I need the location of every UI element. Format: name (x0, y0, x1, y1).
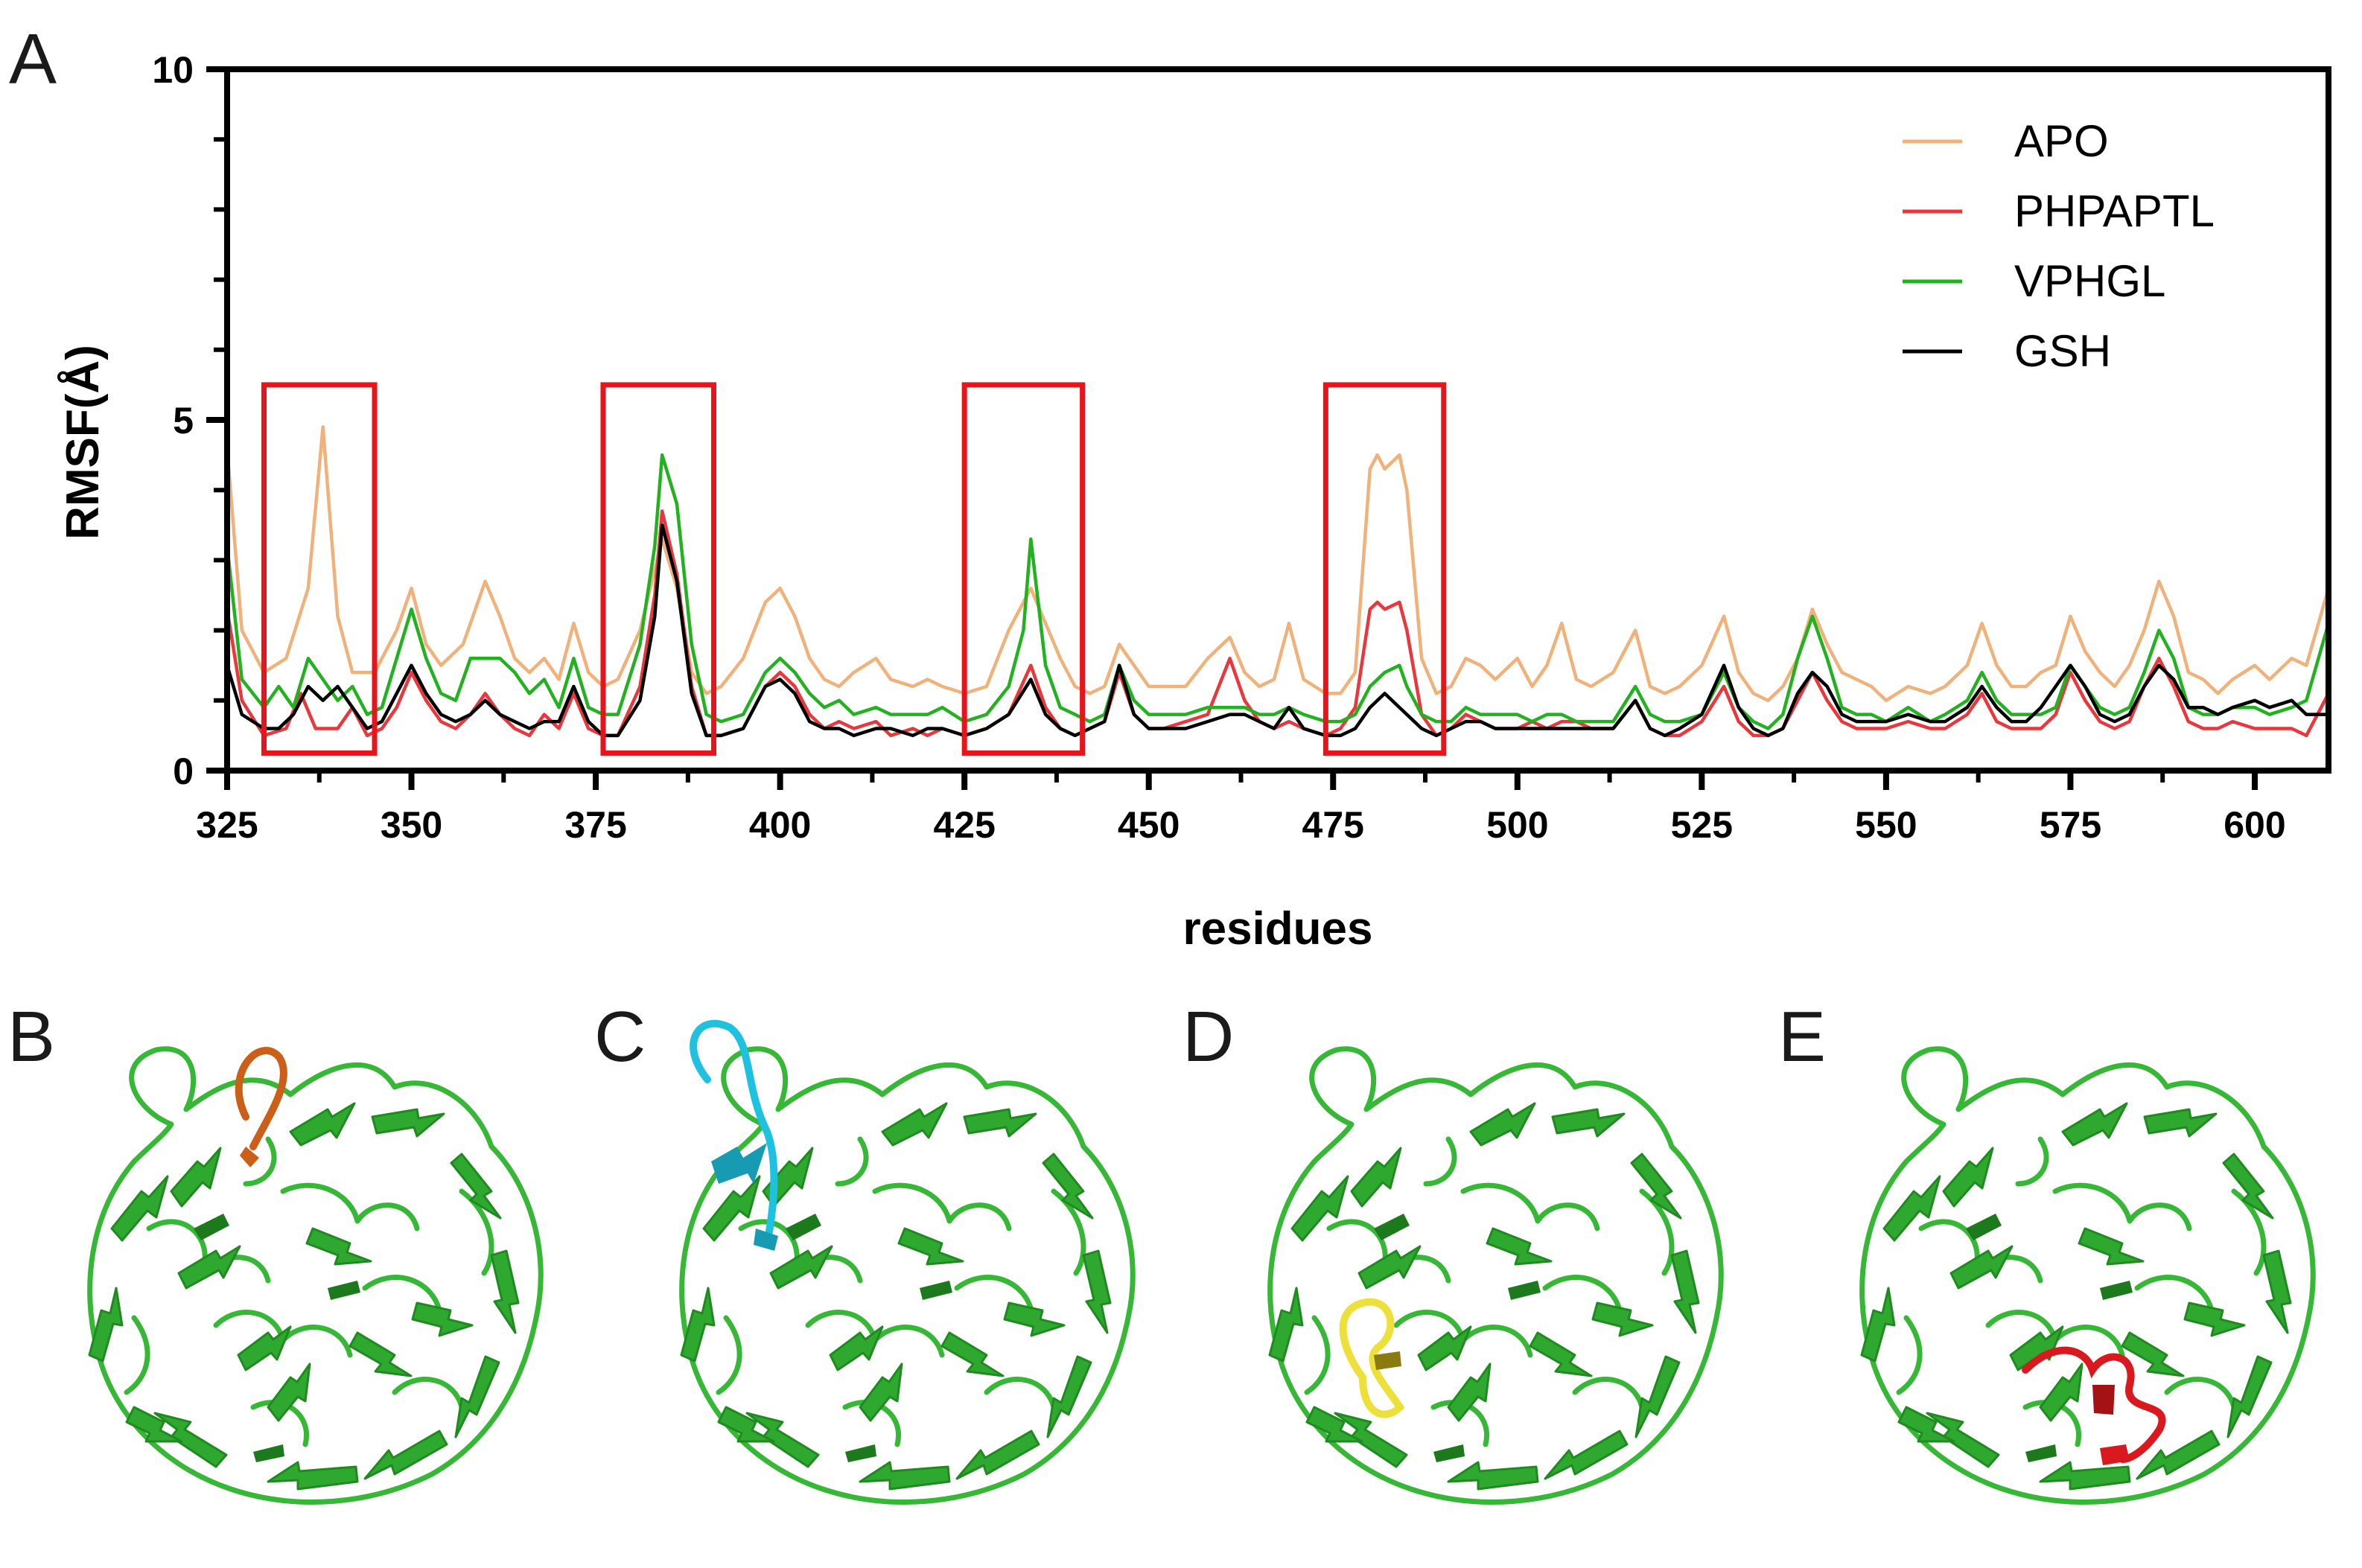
legend-label-gsh: GSH (2014, 326, 2111, 376)
y-axis-title: RMSF(Å) (57, 345, 109, 540)
x-tick-label: 500 (1486, 804, 1548, 846)
highlight-loop-b (235, 1047, 287, 1150)
x-tick-label: 375 (564, 804, 626, 846)
panel-label-b: B (7, 997, 55, 1077)
y-tick-label: 0 (173, 750, 194, 792)
series-line-vphgl (225, 453, 2331, 730)
highlight-loop-c (690, 1019, 778, 1247)
x-tick-label: 525 (1671, 804, 1733, 846)
x-tick-label: 575 (2040, 804, 2101, 846)
structure-panel-d (1270, 1049, 1721, 1502)
legend-label-phpaptl: PHPAPTL (2014, 186, 2215, 236)
series-line-gsh (225, 523, 2331, 738)
structure-panel-b (89, 1049, 541, 1502)
panel-label-e: E (1778, 997, 1826, 1077)
x-axis-title: residues (1182, 903, 1372, 954)
x-tick-label: 350 (381, 804, 442, 846)
y-tick-label: 10 (152, 49, 194, 91)
x-tick-label: 400 (749, 804, 811, 846)
series-layer (225, 425, 2331, 738)
legend-label-vphgl: VPHGL (2014, 256, 2165, 306)
highlight-box-1 (261, 382, 378, 756)
structure-panel-e (1862, 1049, 2313, 1502)
highlight-box-4 (1322, 382, 1447, 756)
series-line-phpaptl (225, 509, 2331, 738)
legend: APO PHPAPTL VPHGL GSH (1903, 116, 2215, 376)
x-tick-label: 600 (2223, 804, 2285, 846)
highlight-box-2 (600, 382, 717, 756)
x-tick-label: 450 (1118, 804, 1180, 846)
highlight-loop-d (1339, 1298, 1405, 1418)
x-tick-label: 425 (933, 804, 995, 846)
structure-panel-c (681, 1019, 1133, 1502)
panel-label-d: D (1182, 997, 1234, 1077)
x-tick-label: 325 (196, 804, 258, 846)
highlight-loop-e (2022, 1346, 2166, 1463)
y-tick-label: 5 (173, 400, 194, 442)
series-line-apo (225, 425, 2331, 703)
rmsf-chart: 325 350 375 400 425 450 475 500 525 550 575 600 0 5 10… (57, 49, 2331, 954)
x-tick-label: 550 (1855, 804, 1917, 846)
x-tick-label: 475 (1302, 804, 1364, 846)
highlight-boxes (261, 382, 1447, 756)
panel-label-c: C (594, 997, 646, 1077)
highlight-box-3 (961, 382, 1086, 756)
legend-label-apo: APO (2014, 116, 2109, 166)
panel-label-a: A (9, 19, 57, 99)
axis-ticks: 325 350 375 400 425 450 475 500 525 550 575 600 0 5 10 (152, 49, 2285, 846)
